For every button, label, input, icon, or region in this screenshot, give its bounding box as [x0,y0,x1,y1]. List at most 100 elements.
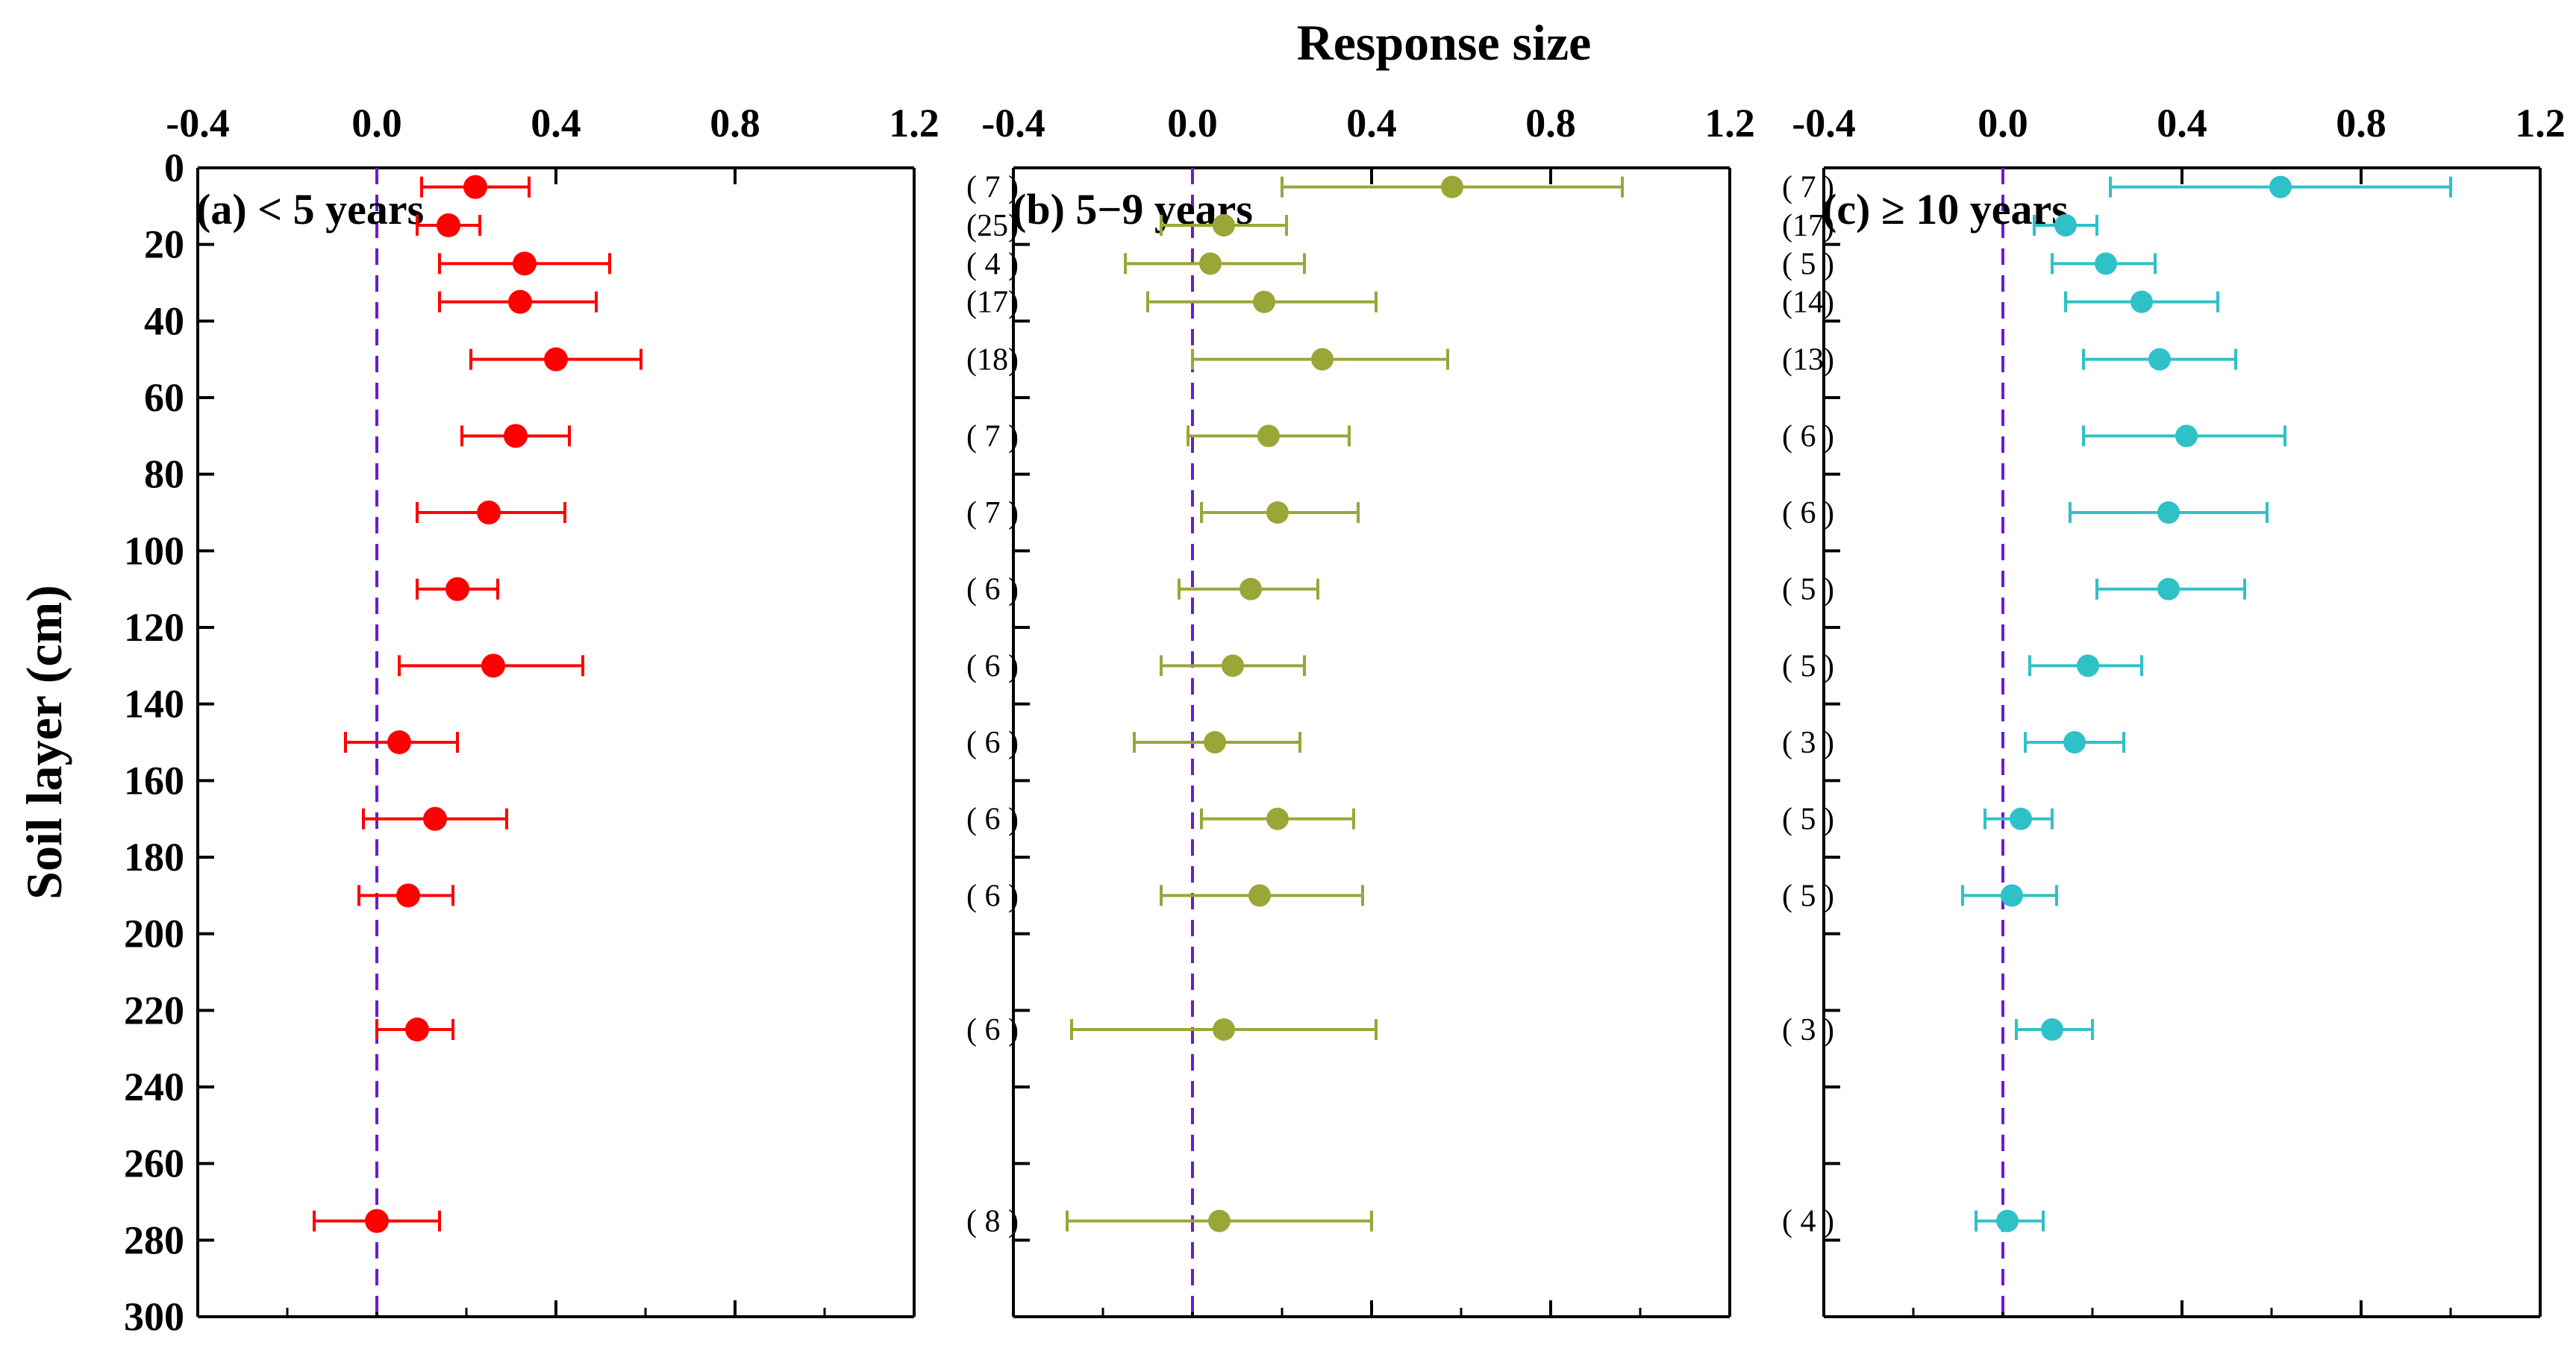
mean-point [1222,654,1244,677]
sample-size-label: ( 7 ) [966,171,1019,205]
y-tick-label: 20 [144,222,184,267]
x-tick-label: 0.8 [2336,101,2386,145]
mean-point [2041,1018,2063,1041]
y-tick-label: 220 [124,988,184,1032]
mean-point [1213,1018,1235,1041]
y-tick-label: 160 [124,758,184,803]
mean-point [481,654,505,678]
sample-size-label: ( 7 ) [966,496,1019,530]
y-tick-label: 100 [124,528,184,573]
y-tick-label: 240 [124,1065,184,1109]
sample-size-label: ( 7 ) [1782,171,1834,205]
sample-size-label: (14) [1782,286,1834,320]
y-tick-label: 200 [124,912,184,956]
x-tick-label: 1.2 [2515,101,2566,145]
mean-point [513,251,537,276]
panel-1: -0.4 0.0 0.4 0.8 1.2 0 20 40 60 80 100 120 140 160 180… [124,101,1019,1339]
x-tick-label: 0.0 [1167,101,1218,145]
sample-size-label: ( 6 ) [966,879,1019,913]
sample-size-label: ( 6 ) [1782,419,1834,454]
sample-size-label: ( 5 ) [1782,649,1834,683]
sample-size-label: ( 4 ) [966,247,1019,281]
y-tick-label: 300 [124,1294,184,1339]
sample-size-label: (17) [966,286,1019,320]
sample-size-label: ( 5 ) [1782,803,1834,837]
sample-size-label: (17) [1782,209,1834,243]
sample-size-label: (18) [966,343,1019,377]
mean-point [2077,654,2099,677]
mean-point [1266,807,1289,830]
x-tick-label: 0.8 [710,101,760,145]
mean-point [2130,290,2153,313]
x-tick-label: 0.0 [1978,101,2028,145]
sample-size-label: ( 6 ) [966,803,1019,837]
sample-size-label: ( 6 ) [1782,496,1834,530]
chart-title: Response size [1297,14,1592,71]
mean-point [2054,214,2077,236]
mean-point [2175,424,2198,448]
x-tick-label: 1.2 [889,101,940,145]
mean-point [508,289,532,314]
mean-point [1257,424,1280,448]
mean-point [1248,884,1271,907]
mean-point [1441,175,1463,198]
mean-point [1996,1209,2019,1232]
x-tick-label: -0.4 [981,101,1045,145]
mean-point [405,1018,429,1041]
x-tick-label: -0.4 [1792,101,1855,145]
sample-size-label: ( 6 ) [966,573,1019,607]
sample-size-label: ( 8 ) [966,1205,1019,1239]
y-tick-label: 120 [124,605,184,650]
panel-2: -0.4 0.0 0.4 0.8 1.2(b) 5−9 years( 7 )(17)( … [981,101,1834,1318]
sample-size-label: ( 6 ) [966,1013,1019,1047]
sample-size-label: ( 4 ) [1782,1205,1834,1239]
mean-point [477,501,501,524]
panel-label: (c) ≥ 10 years [1822,185,2069,234]
y-tick-label: 180 [124,835,184,880]
y-tick-label: 260 [124,1141,184,1186]
mean-point [1266,501,1289,524]
mean-point [544,347,568,372]
x-tick-label: 0.4 [2157,101,2207,145]
mean-point [2001,884,2023,907]
mean-point [446,577,469,601]
mean-point [504,424,528,448]
mean-point [2157,577,2180,601]
sample-size-label: ( 5 ) [1782,247,1834,281]
x-tick-label: 0.8 [1525,101,1576,145]
mean-point [1199,252,1222,275]
mean-point [2157,501,2180,524]
y-tick-label: 80 [144,452,184,497]
mean-point [365,1209,389,1233]
mean-point [2095,252,2117,275]
mean-point [387,730,411,754]
x-tick-label: 0.0 [351,101,402,145]
x-tick-label: 0.4 [1346,101,1397,145]
mean-point [1208,1209,1231,1232]
y-tick-label: 140 [124,682,184,727]
sample-size-label: (13) [1782,343,1834,377]
y-tick-label: 0 [164,145,184,190]
mean-point [1204,731,1226,753]
y-axis-title: Soil layer (cm) [16,585,72,900]
chart-root: Response size Soil layer (cm) -0.4 0.0 0.4 0.… [16,14,2566,1339]
mean-point [2148,348,2171,371]
x-tick-label: -0.4 [166,101,229,145]
mean-point [423,806,447,831]
sample-size-label: ( 7 ) [966,419,1019,454]
x-tick-label: 1.2 [1704,101,1755,145]
mean-point [1253,290,1275,313]
mean-point [2063,731,2086,753]
y-tick-label: 60 [144,375,184,420]
panel-3: -0.40.00.40.81.2(c) ≥ 10 years( 6 )(28)(… [1792,101,2566,1318]
mean-point [437,213,460,237]
mean-point [396,883,420,908]
sample-size-label: ( 3 ) [1782,1013,1834,1047]
mean-point [1239,577,1262,601]
sample-size-label: ( 5 ) [1782,573,1834,607]
sample-size-label: ( 3 ) [1782,726,1834,760]
mean-point [2010,807,2032,830]
sample-size-label: ( 6 ) [966,726,1019,760]
y-tick-label: 280 [124,1218,184,1262]
